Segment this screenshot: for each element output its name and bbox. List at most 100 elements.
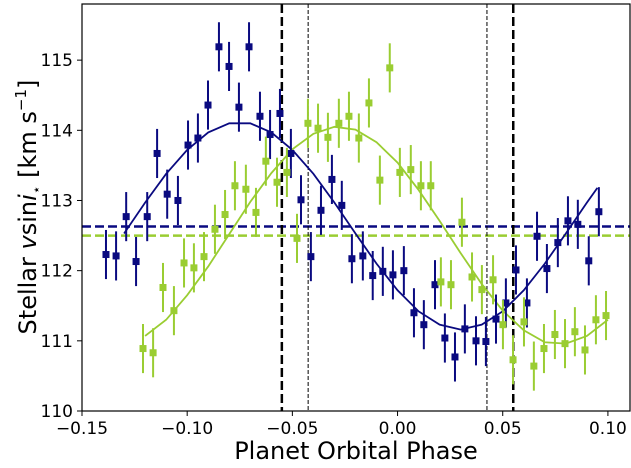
point (581, 346, 589, 354)
point (492, 315, 500, 323)
point (163, 190, 171, 198)
point (574, 220, 582, 228)
point (180, 259, 188, 267)
x-tick-label: 0.05 (484, 419, 522, 439)
point (499, 321, 507, 329)
point (396, 168, 404, 176)
y-label-part: [km s (14, 111, 42, 185)
x-tick-label: −0.05 (266, 419, 318, 439)
point (102, 251, 110, 259)
point (417, 182, 425, 190)
point (153, 149, 161, 157)
point (543, 265, 551, 273)
y-label-part: i (14, 194, 42, 201)
point (159, 283, 167, 291)
point (304, 119, 312, 127)
point (256, 112, 264, 120)
point (273, 178, 281, 186)
point (266, 131, 274, 139)
y-axis-label: Stellar vsini⋆ [km s−1] (12, 80, 45, 335)
point (520, 318, 528, 326)
point (554, 239, 562, 247)
point (235, 103, 243, 111)
point (376, 176, 384, 184)
point (242, 185, 250, 193)
point (502, 299, 510, 307)
point (112, 252, 120, 260)
point (262, 157, 270, 165)
axes-frame (81, 3, 631, 412)
point (348, 255, 356, 263)
point (400, 267, 408, 275)
point (335, 119, 343, 127)
point (143, 213, 151, 221)
plot-area (82, 4, 630, 411)
point (245, 43, 253, 51)
point (472, 337, 480, 345)
point (410, 309, 418, 317)
point (204, 101, 212, 109)
point (431, 281, 439, 289)
point (437, 278, 445, 286)
x-tick-label: −0.10 (161, 419, 213, 439)
point (482, 338, 490, 346)
point (225, 62, 233, 70)
point (314, 124, 322, 132)
point (231, 182, 239, 190)
point (447, 281, 455, 289)
point (461, 325, 469, 333)
y-tick-label: 113 (41, 191, 73, 211)
point (512, 266, 520, 274)
point (194, 134, 202, 142)
point (355, 134, 363, 142)
point (297, 196, 305, 204)
point (283, 168, 291, 176)
point (149, 349, 157, 357)
point (215, 43, 223, 51)
point (190, 264, 198, 272)
point (345, 112, 353, 120)
point (221, 211, 229, 219)
y-label-part: ⋆ (29, 185, 45, 194)
point (170, 307, 178, 315)
point (276, 109, 284, 117)
y-tick-label: 110 (41, 402, 73, 422)
point (509, 356, 517, 364)
x-axis-label: Planet Orbital Phase (234, 437, 478, 465)
point (287, 149, 295, 157)
y-label-part: Stellar (14, 249, 42, 334)
y-label-part: sin (14, 201, 42, 235)
point (132, 258, 140, 266)
point (389, 271, 397, 279)
point (379, 267, 387, 275)
point (184, 141, 192, 149)
point (122, 213, 130, 221)
point (338, 201, 346, 209)
y-label-part: −1 (12, 89, 30, 111)
point (407, 166, 415, 174)
point (468, 273, 476, 281)
point (551, 331, 559, 339)
point (561, 340, 569, 348)
point (595, 208, 603, 216)
point (530, 362, 538, 370)
point (458, 218, 466, 226)
y-label-part: ] (14, 80, 42, 89)
point (533, 232, 541, 240)
point (139, 345, 147, 353)
point (293, 234, 301, 242)
point (211, 225, 219, 233)
point (174, 196, 182, 204)
point (369, 272, 377, 280)
point (427, 182, 435, 190)
point (592, 316, 600, 324)
y-tick-label: 112 (41, 262, 73, 282)
point (441, 334, 449, 342)
point (324, 133, 332, 141)
y-tick-label: 115 (41, 51, 73, 71)
point (359, 252, 367, 260)
fit-curve (144, 125, 609, 345)
point (420, 321, 428, 329)
point (252, 208, 260, 216)
point (523, 299, 531, 307)
